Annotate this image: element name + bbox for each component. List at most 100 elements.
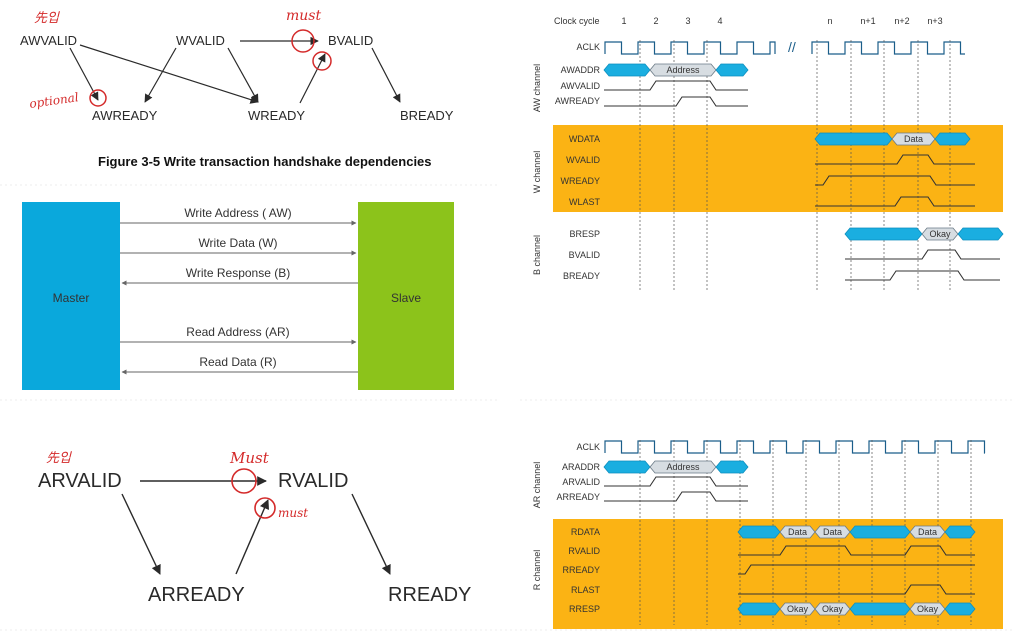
read-handshake-diagram: ARVALID RVALID ARREADY RREADY 先입 Must mu… (38, 449, 471, 606)
edge-arready-rvalid (235, 499, 269, 575)
sig-wlast: WLAST (569, 197, 601, 207)
wdata-value-label: Data (904, 134, 923, 144)
wdata-bus-a (814, 132, 893, 146)
rresp-value-0-label: Okay (787, 604, 809, 614)
must-circle-read (231, 468, 257, 494)
node-bready: BREADY (400, 108, 454, 123)
node-rready: RREADY (388, 584, 471, 606)
sig-arvalid: ARVALID (562, 477, 600, 487)
bready-wave (845, 270, 1000, 281)
ar-channel-label: Read Address (AR) (186, 325, 289, 339)
sig-awvalid: AWVALID (560, 81, 600, 91)
wvalid-wave (815, 154, 975, 165)
node-arready: ARREADY (148, 584, 245, 606)
sig-rlast: RLAST (571, 585, 601, 595)
cycle-label-2: 3 (685, 16, 690, 26)
rresp-bus-c (944, 602, 976, 616)
sig-rresp: RRESP (569, 604, 600, 614)
rresp-bus-a (737, 602, 781, 616)
cycle-label-7: n+3 (927, 16, 942, 26)
edge-wvalid-awready (144, 47, 177, 103)
araddr-value-label: Address (666, 462, 700, 472)
b-channel-side-label: B channel (532, 235, 542, 275)
sig-bresp: BRESP (569, 229, 600, 239)
figure-caption: Figure 3-5 Write transaction handshake d… (98, 154, 432, 169)
rdata-bus-b (849, 525, 911, 539)
aclk-wave (604, 41, 965, 55)
sig-awaddr: AWADDR (561, 65, 601, 75)
rdata-value-2-label: Data (918, 527, 937, 537)
awvalid-wave (604, 80, 748, 91)
node-wvalid: WVALID (176, 33, 225, 48)
slave-box (358, 202, 454, 390)
rresp-bus-b (849, 602, 911, 616)
awvalid-handnote: 先입 (34, 11, 60, 26)
node-arvalid: ARVALID (38, 470, 122, 492)
sig-awready: AWREADY (555, 96, 600, 106)
arvalid-handnote: 先입 (46, 451, 72, 466)
cycle-label-5: n+1 (860, 16, 875, 26)
awaddr-bus-b (715, 63, 749, 77)
write-handshake-diagram: AWVALID WVALID BVALID AWREADY WREADY BRE… (20, 8, 454, 169)
r-channel-side-label: R channel (532, 550, 542, 591)
optional-handnote: optional (28, 90, 79, 111)
optional-circle (89, 89, 107, 107)
sig-rdata: RDATA (571, 527, 600, 537)
must-circle (291, 29, 315, 53)
cycle-label-4: n (827, 16, 832, 26)
sig-wready: WREADY (560, 176, 600, 186)
must-circle-2 (312, 51, 332, 71)
master-box (22, 202, 120, 390)
axi-channel-diagram: Master Slave Write Address ( AW) Write D… (22, 202, 454, 390)
cycle-label-1: 2 (653, 16, 658, 26)
edge-rvalid-rready (351, 493, 391, 575)
rdata-value-0-label: Data (788, 527, 807, 537)
rdata-bus-a (737, 525, 781, 539)
sig-rvalid: RVALID (568, 546, 600, 556)
araddr-bus-b (715, 460, 749, 474)
read-aclk-label: ACLK (576, 442, 600, 452)
read-timing-diagram: ACLK AR channel ARADDR ARVALID ARREADY Addres… (532, 440, 1003, 629)
aw-channel-side-label: AW channel (532, 64, 542, 112)
master-label: Master (53, 291, 90, 305)
bresp-value-label: Okay (929, 229, 951, 239)
rdata-value-1-label: Data (823, 527, 842, 537)
bresp-bus-a (844, 227, 923, 241)
cycle-label-3: 4 (717, 16, 722, 26)
rlast-wave (738, 584, 975, 595)
rvalid-wave (738, 545, 975, 556)
write-timing-diagram: Clock cycle 1 2 3 4 n n+1 n+2 n+3 ACLK // AW channe… (532, 16, 1004, 290)
rresp-value-2-label: Okay (917, 604, 939, 614)
edge-bvalid-bready (371, 47, 401, 103)
edge-wvalid-wready (227, 47, 259, 103)
arready-wave (604, 491, 748, 502)
slave-label: Slave (391, 291, 421, 305)
clock-break-mark: // (788, 39, 796, 55)
clock-cycle-label: Clock cycle (554, 16, 600, 26)
awready-wave (604, 96, 748, 107)
sig-wvalid: WVALID (566, 155, 600, 165)
rready-wave (738, 564, 975, 575)
wlast-wave (815, 196, 975, 207)
node-awvalid: AWVALID (20, 33, 77, 48)
must-handnote-read: Must (229, 449, 270, 467)
sig-rready: RREADY (562, 565, 600, 575)
sig-araddr: ARADDR (562, 462, 601, 472)
araddr-bus-a (603, 460, 651, 474)
must-circle-read-2 (254, 497, 276, 519)
b-channel-label: Write Response (B) (186, 266, 290, 280)
edge-wready-bvalid (299, 53, 326, 104)
aw-channel-label: Write Address ( AW) (184, 206, 291, 220)
cycle-label-6: n+2 (894, 16, 909, 26)
sig-arready: ARREADY (556, 492, 600, 502)
rresp-value-1-label: Okay (822, 604, 844, 614)
must-handnote: must (286, 8, 321, 24)
sig-bvalid: BVALID (569, 250, 601, 260)
w-channel-side-label: W channel (532, 151, 542, 194)
cycle-label-0: 1 (621, 16, 626, 26)
read-aclk-wave (604, 440, 986, 454)
must-handnote-read-2: must (278, 506, 308, 520)
ar-channel-side-label: AR channel (532, 462, 542, 509)
wready-wave (815, 175, 975, 186)
